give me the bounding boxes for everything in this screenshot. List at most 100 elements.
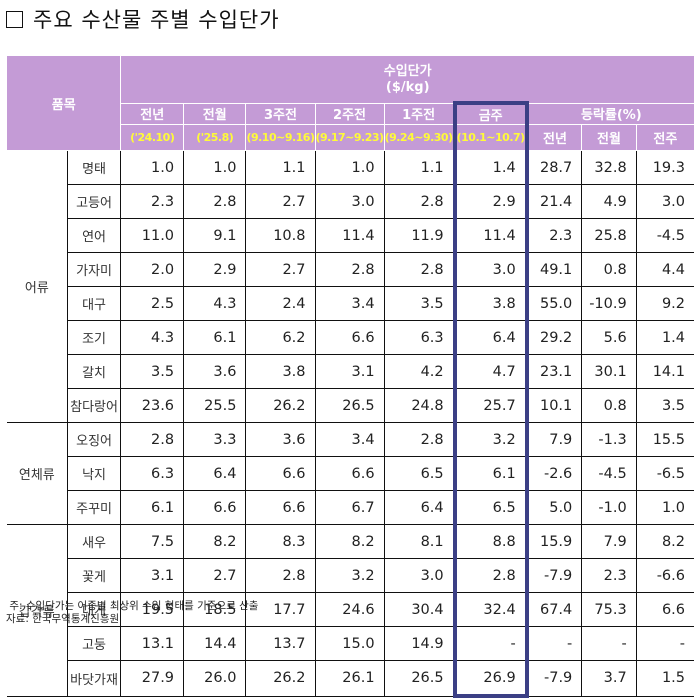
change-rate-cell: -7.9 (526, 660, 582, 697)
price-cell: 13.1 (120, 626, 184, 661)
source-text: 자료: 한국무역통계진흥원 (6, 613, 120, 625)
item-name: 오징어 (66, 422, 121, 457)
table-row: 대구 2.5 4.3 2.4 3.4 3.5 3.8 55.0 -10.9 9.2 (7, 286, 694, 321)
change-rate-cell: -2.6 (526, 456, 582, 491)
table-row: 조기 4.3 6.1 6.2 6.6 6.3 6.4 29.2 5.6 1.4 (7, 320, 694, 355)
change-rate-cell: 8.2 (635, 524, 694, 559)
change-rate-cell: -4.5 (581, 456, 637, 491)
change-col-header: 전월 (581, 124, 637, 151)
price-cell: 3.5 (120, 354, 184, 389)
price-cell: 6.1 (120, 490, 184, 525)
change-rate-cell: 32.8 (581, 150, 637, 185)
change-rate-cell: 0.8 (581, 388, 637, 423)
price-cell: 3.2 (314, 558, 385, 593)
change-rate-cell: 2.3 (581, 558, 637, 593)
change-rate-cell: 4.4 (635, 252, 694, 287)
price-cell: 8.1 (383, 524, 455, 559)
price-cell: 2.5 (120, 286, 184, 321)
period-label: (9.24~9.30) (383, 124, 455, 151)
price-cell: 23.6 (120, 388, 184, 423)
price-cell: 6.6 (183, 490, 246, 525)
change-rate-cell: 7.9 (526, 422, 582, 457)
price-cell: 3.4 (314, 422, 385, 457)
price-cell: 9.1 (183, 218, 246, 253)
price-cell: 6.6 (314, 320, 385, 355)
table-row: 연어 11.0 9.1 10.8 11.4 11.9 11.4 2.3 25.8 -4.5 (7, 218, 694, 253)
price-cell: 1.0 (183, 150, 246, 185)
current-week-price: 4.7 (452, 354, 529, 389)
col-header-current-week: 금주 (452, 101, 529, 125)
current-week-price: 11.4 (452, 218, 529, 253)
checkbox-square-icon (6, 11, 23, 28)
item-name: 명태 (66, 150, 121, 185)
change-rate-cell: 67.4 (526, 592, 582, 627)
item-name: 바닷가재 (66, 660, 121, 697)
price-cell: 2.8 (314, 252, 385, 287)
change-rate-cell: -4.5 (635, 218, 694, 253)
change-rate-cell: 23.1 (526, 354, 582, 389)
price-cell: 26.0 (183, 660, 246, 697)
change-rate-cell: 1.0 (635, 490, 694, 525)
change-rate-cell: -6.5 (635, 456, 694, 491)
change-rate-cell: -6.6 (635, 558, 694, 593)
change-rate-cell: 15.5 (635, 422, 694, 457)
price-cell: 2.8 (383, 184, 455, 219)
price-cell: 19.5 (120, 592, 184, 627)
current-week-price: 3.2 (452, 422, 529, 457)
change-rate-cell: 75.3 (581, 592, 637, 627)
col-header: 1주전 (383, 103, 455, 125)
table-row: 대게 19.5 18.5 17.7 24.6 30.4 32.4 67.4 75.3 6.6 (7, 592, 694, 627)
price-cell: 2.4 (245, 286, 315, 321)
current-week-price: 8.8 (452, 524, 529, 559)
price-cell: 3.6 (183, 354, 246, 389)
current-week-price: - (452, 626, 529, 661)
table-row: 어류 명태 1.0 1.0 1.1 1.0 1.1 1.4 28.7 32.8 19.3 (7, 150, 694, 423)
price-cell: 2.0 (120, 252, 184, 287)
price-cell: 14.4 (183, 626, 246, 661)
price-cell: 4.2 (383, 354, 455, 389)
item-name: 주꾸미 (66, 490, 121, 525)
table-row: 고둥 13.1 14.4 13.7 15.0 14.9- - - - (7, 626, 694, 661)
col-header: 3주전 (245, 103, 315, 125)
change-rate-cell: - (581, 626, 637, 661)
current-week-price: 6.5 (452, 490, 529, 525)
group-label: 어류 (7, 150, 68, 423)
price-cell: 14.9 (383, 626, 455, 661)
item-name: 조기 (66, 320, 121, 355)
price-cell: 13.7 (245, 626, 315, 661)
price-cell: 3.4 (314, 286, 385, 321)
col-header: 전년 (120, 103, 184, 125)
item-name: 가자미 (66, 252, 121, 287)
table-row: 가자미 2.0 2.9 2.7 2.8 2.8 3.0 49.1 0.8 4.4 (7, 252, 694, 287)
price-cell: 26.5 (314, 388, 385, 423)
price-cell: 2.8 (183, 184, 246, 219)
change-rate-cell: - (635, 626, 694, 661)
period-label: ('25.8) (183, 124, 246, 151)
change-rate-cell: 21.4 (526, 184, 582, 219)
item-name: 연어 (66, 218, 121, 253)
price-cell: 3.0 (314, 184, 385, 219)
item-name: 고등어 (66, 184, 121, 219)
note-text: 주: 수입단가는 어종별 최상위 수입 형태를 기준으로 산출 (6, 600, 259, 612)
price-cell: 2.3 (120, 184, 184, 219)
price-cell: 1.0 (314, 150, 385, 185)
price-cell: 6.3 (383, 320, 455, 355)
current-week-price: 1.4 (452, 150, 529, 185)
item-name: 참다랑어 (66, 388, 121, 423)
price-cell: 1.1 (383, 150, 455, 185)
current-week-price: 2.9 (452, 184, 529, 219)
change-rate-cell: 5.0 (526, 490, 582, 525)
change-rate-cell: 4.9 (581, 184, 637, 219)
change-col-header: 전년 (526, 124, 582, 151)
table-row: 바닷가재 27.9 26.0 26.2 26.1 26.5 26.9 -7.9 3.7 1.5 (7, 660, 694, 698)
current-week-price: 32.4 (452, 592, 529, 627)
price-cell: 24.6 (314, 592, 385, 627)
table-row: 꽃게 3.1 2.7 2.8 3.2 3.0 2.8 -7.9 2.3 -6.6 (7, 558, 694, 593)
table-row: 고등어 2.3 2.8 2.7 3.0 2.8 2.9 21.4 4.9 3.0 (7, 184, 694, 219)
price-cell: 11.0 (120, 218, 184, 253)
change-rate-cell: 55.0 (526, 286, 582, 321)
price-cell: 6.6 (245, 490, 315, 525)
table-row: 참다랑어 23.6 25.5 26.2 26.5 24.8 25.7 10.1 0.8 3.5 (7, 388, 694, 423)
change-rate-cell: 30.1 (581, 354, 637, 389)
change-rate-cell: -10.9 (581, 286, 637, 321)
